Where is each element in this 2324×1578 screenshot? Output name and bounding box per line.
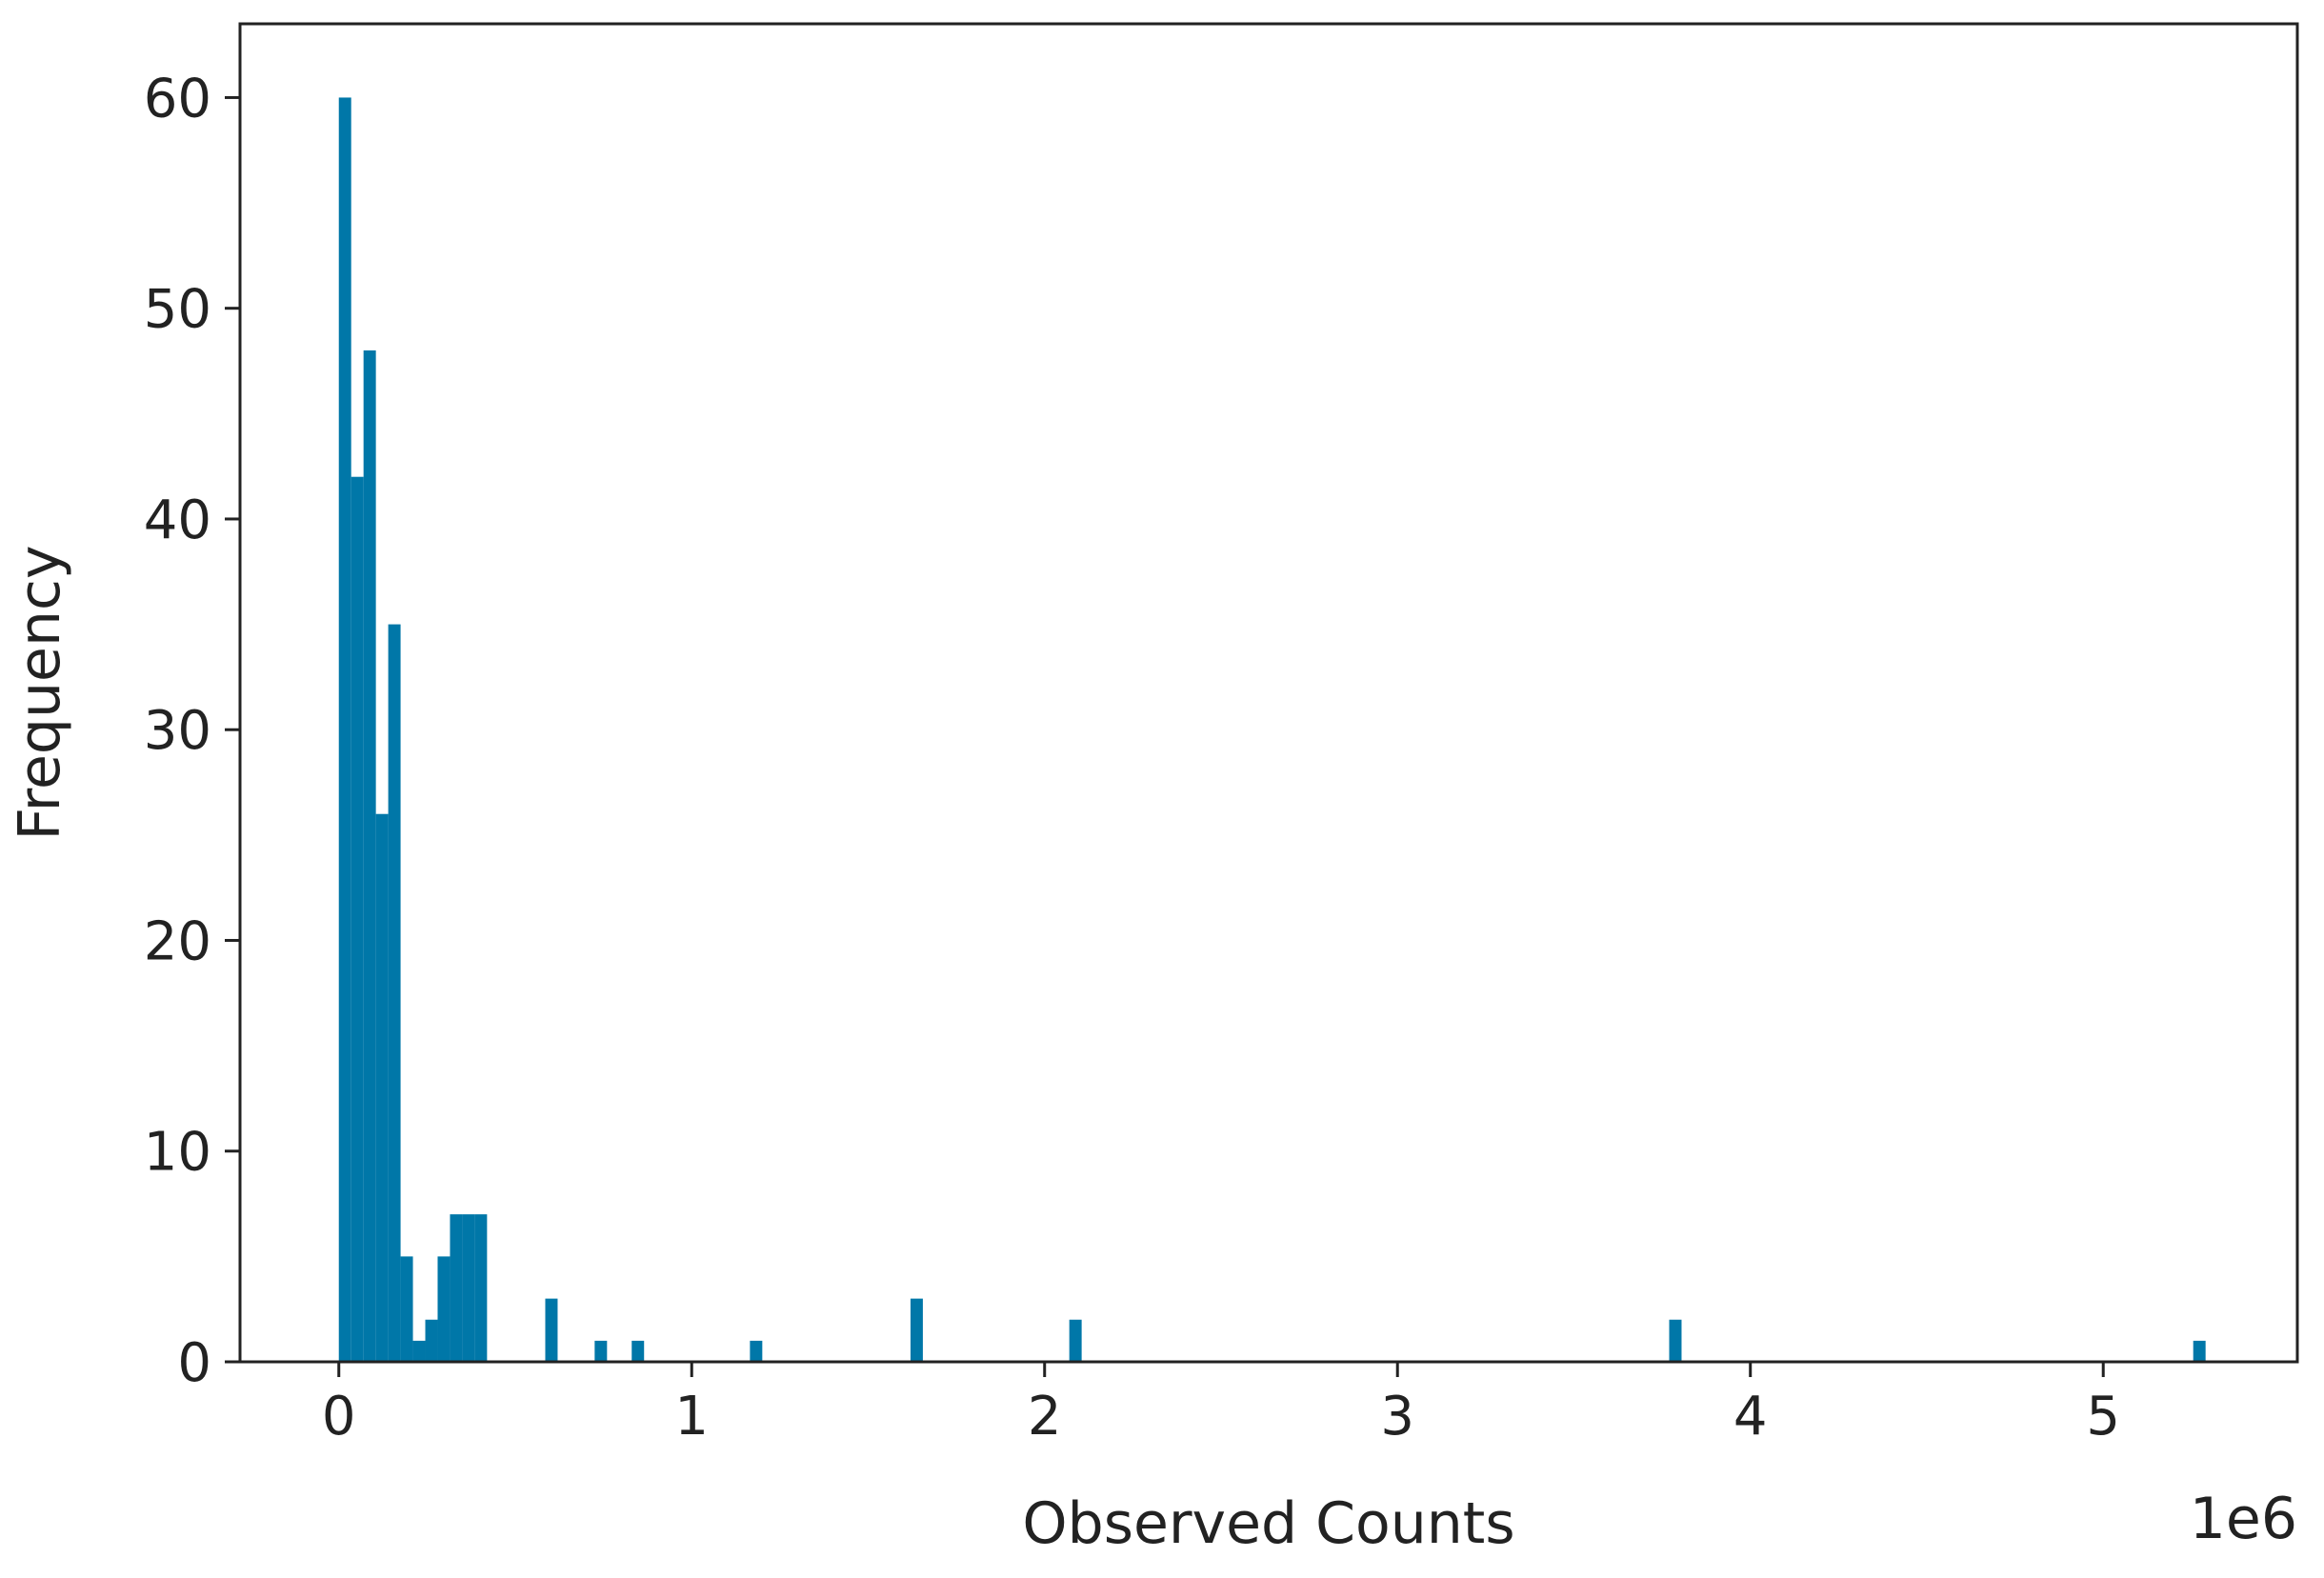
x-tick-label: 4 [1733,1386,1768,1448]
x-axis-label: Observed Counts [1022,1490,1514,1557]
plot-frame [238,22,2299,1364]
histogram-bar [545,1298,558,1362]
x-tick-label: 2 [1028,1386,1062,1448]
y-tick-label: 20 [144,910,211,972]
x-tick-label: 1 [674,1386,709,1448]
histogram-bar [910,1298,923,1362]
histogram-bar [388,624,401,1362]
histogram-bar [594,1340,608,1362]
histogram-bar [338,97,351,1363]
histogram-bar [750,1340,763,1362]
x-tick-label: 5 [2086,1386,2120,1448]
x-tick-label: 3 [1380,1386,1414,1448]
histogram-bar [474,1214,488,1362]
histogram-bar [400,1256,413,1362]
histogram-bar [631,1340,645,1362]
y-tick-label: 60 [144,68,211,130]
histogram-bar [1669,1319,1682,1362]
histogram-bar [450,1214,463,1362]
histogram-bar [351,476,364,1363]
y-tick-label: 30 [144,700,211,762]
x-tick-label: 0 [322,1386,356,1448]
y-axis-label: Frequency [7,546,73,841]
bars-layer [338,97,2206,1363]
histogram-bar [437,1256,451,1362]
x-axis-offset-label: 1e6 [2190,1486,2297,1552]
y-tick-label: 10 [144,1122,211,1184]
histogram-bar [1069,1319,1082,1362]
histogram-bar [363,350,376,1362]
y-tick-label: 0 [177,1332,211,1394]
histogram-bar [2193,1340,2206,1362]
y-tick-label: 50 [144,279,211,341]
histogram-bar [412,1340,426,1362]
histogram-bar [425,1319,438,1362]
y-tick-label: 40 [144,489,211,551]
histogram-bar [375,813,389,1362]
histogram-bar [462,1214,475,1362]
